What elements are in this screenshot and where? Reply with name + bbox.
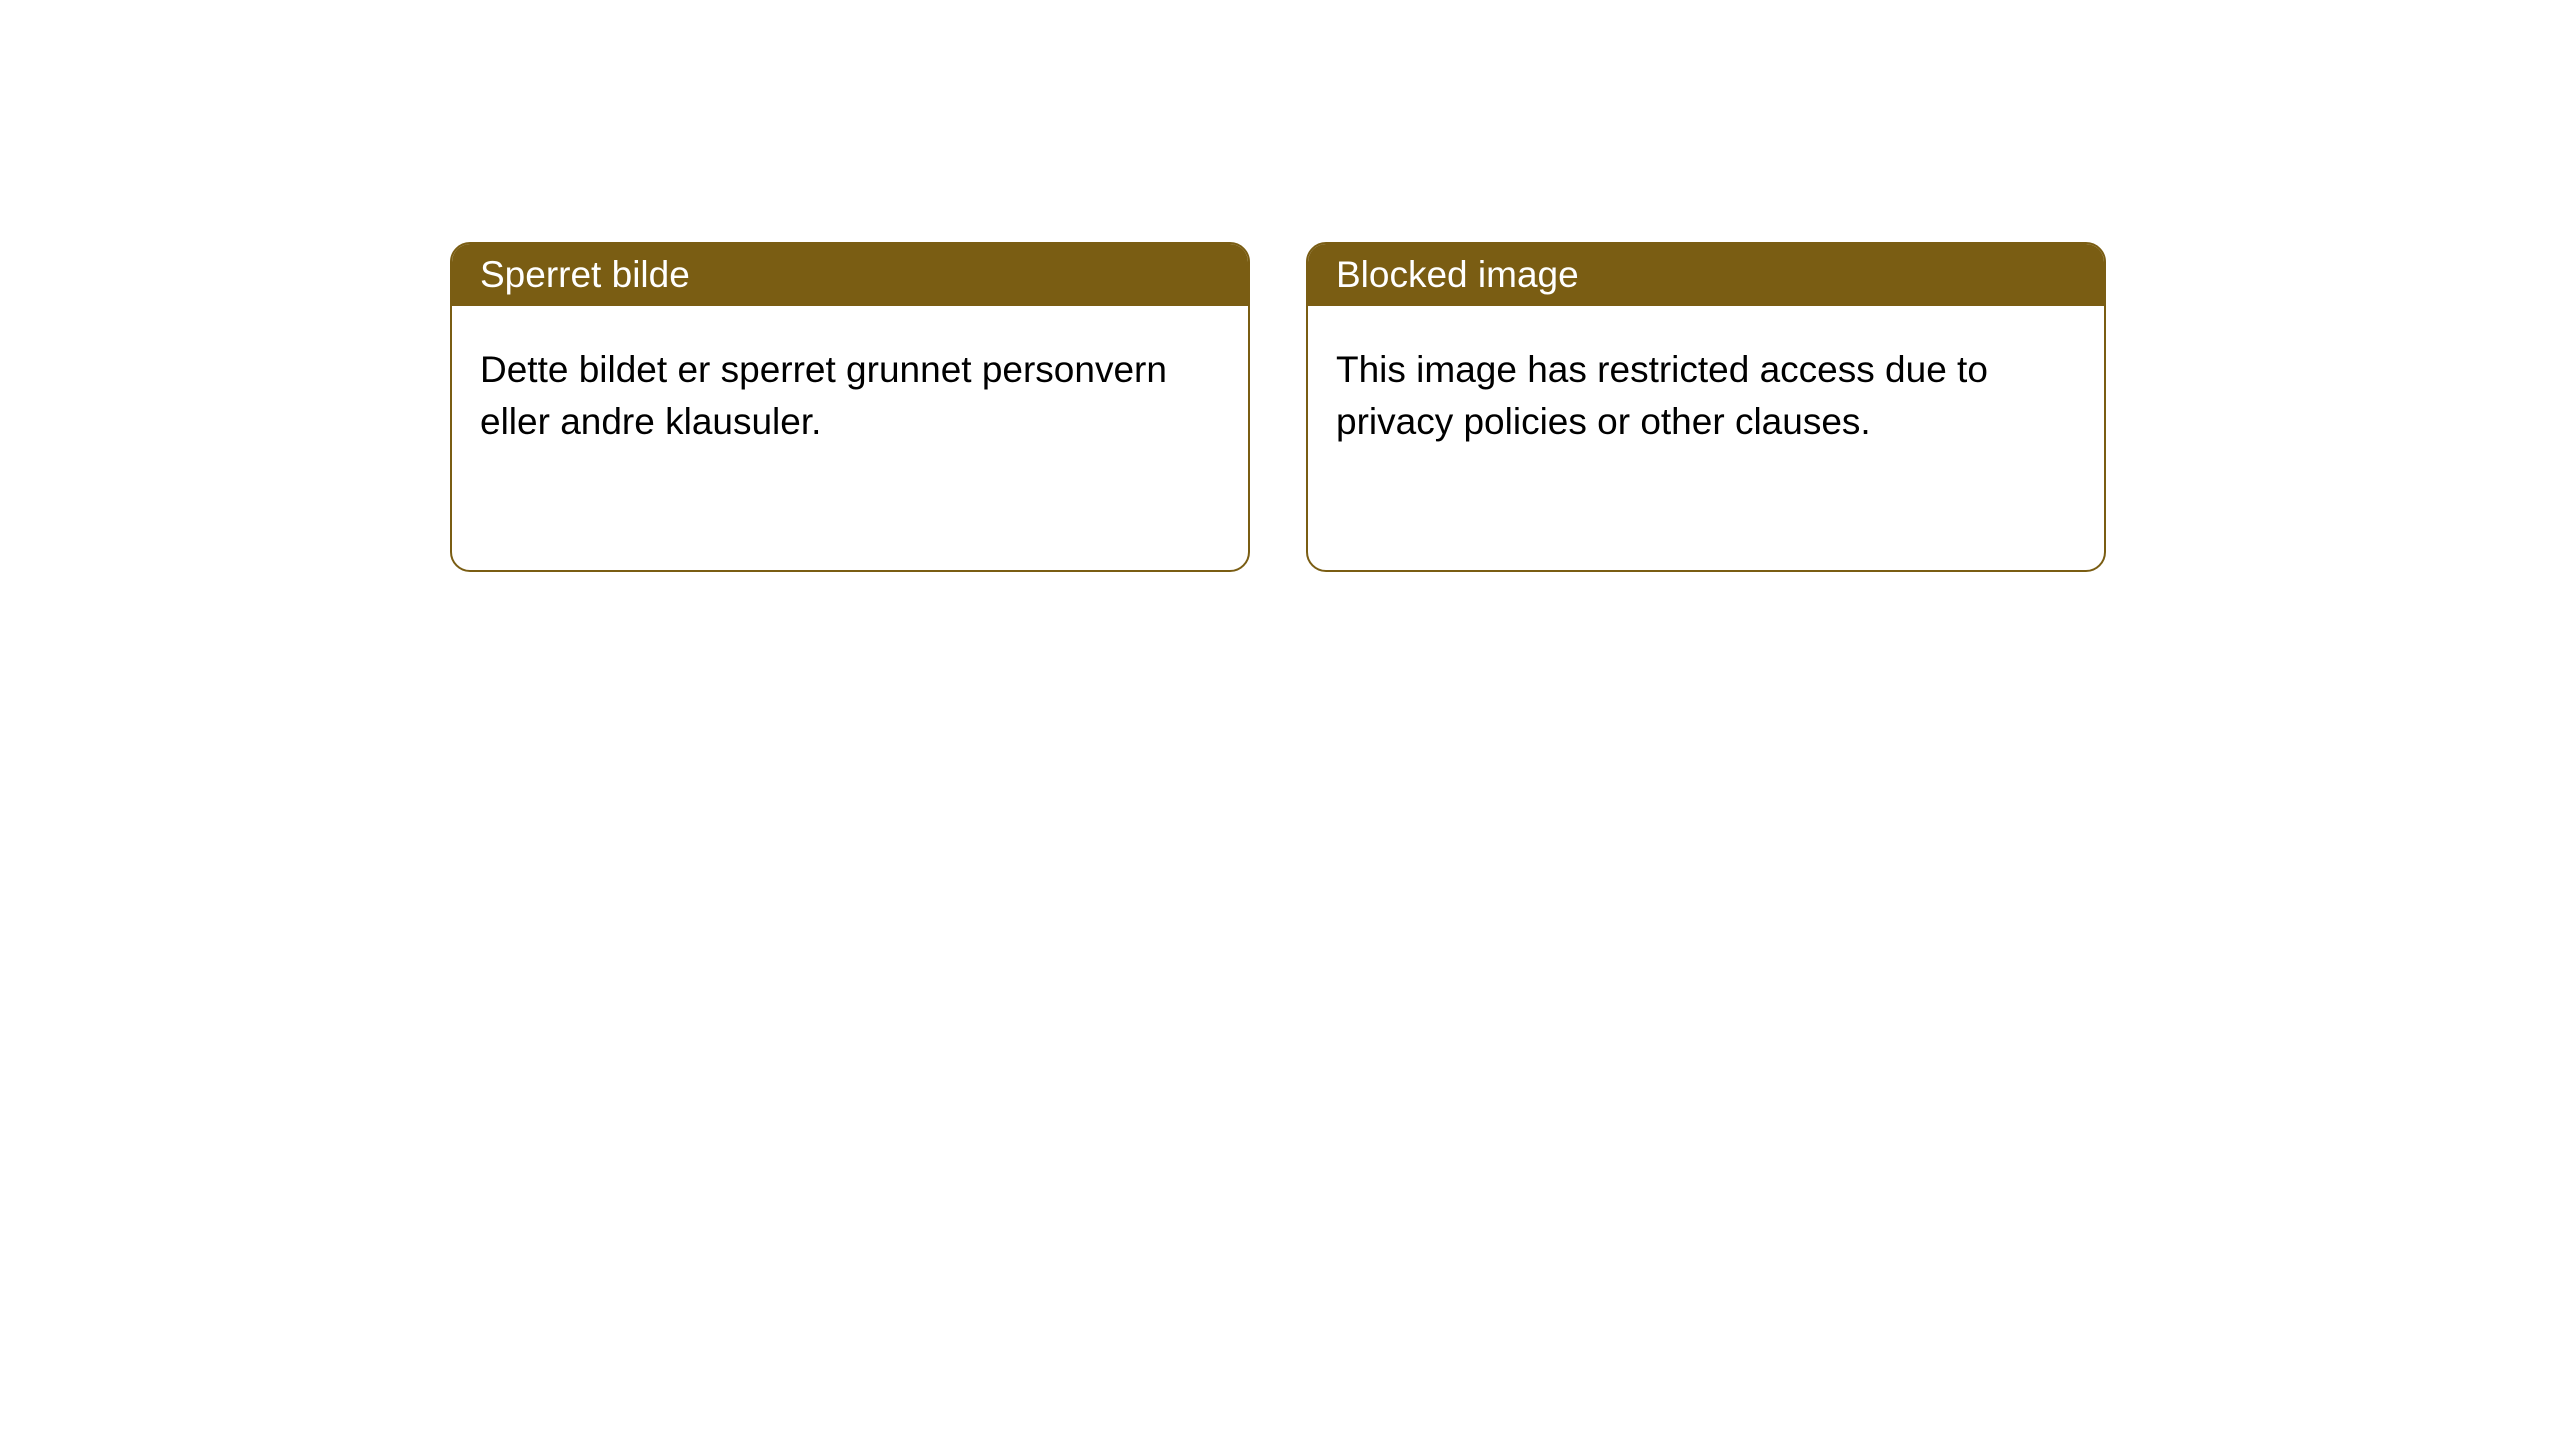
card-title: Blocked image [1336, 254, 1579, 295]
blocked-image-card-no: Sperret bilde Dette bildet er sperret gr… [450, 242, 1250, 572]
card-body: Dette bildet er sperret grunnet personve… [452, 306, 1248, 570]
card-header: Sperret bilde [452, 244, 1248, 306]
card-header: Blocked image [1308, 244, 2104, 306]
blocked-image-card-en: Blocked image This image has restricted … [1306, 242, 2106, 572]
card-body-text: Dette bildet er sperret grunnet personve… [480, 344, 1220, 448]
card-body: This image has restricted access due to … [1308, 306, 2104, 570]
card-body-text: This image has restricted access due to … [1336, 344, 2076, 448]
card-title: Sperret bilde [480, 254, 690, 295]
cards-container: Sperret bilde Dette bildet er sperret gr… [450, 242, 2560, 572]
